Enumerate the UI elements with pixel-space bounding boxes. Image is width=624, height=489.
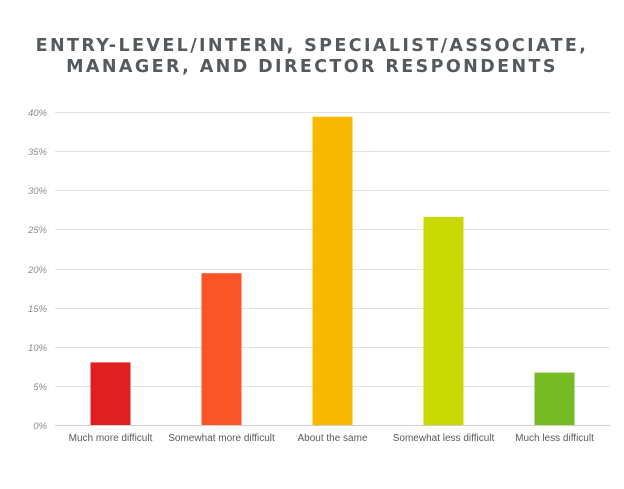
- y-tick-label: 10%: [28, 343, 48, 354]
- y-tick-label: 35%: [28, 147, 48, 158]
- bar: [312, 116, 353, 425]
- bar: [423, 216, 464, 425]
- bar: [90, 362, 131, 425]
- x-category-label: Much more difficult: [69, 433, 153, 444]
- y-tick-label: 30%: [28, 186, 48, 197]
- bar: [201, 273, 242, 425]
- y-tick-label: 25%: [27, 225, 48, 236]
- y-tick-label: 40%: [28, 108, 48, 119]
- y-tick-label: 15%: [28, 304, 48, 315]
- x-category-label: Somewhat more difficult: [168, 433, 275, 444]
- bar: [534, 372, 575, 425]
- x-category-label: About the same: [297, 433, 367, 444]
- y-tick-label: 5%: [33, 382, 47, 393]
- y-axis-ticks: 0% 5% 10% 15% 20% 25% 30% 35% 40%: [27, 108, 48, 432]
- x-axis-categories: Much more difficult Somewhat more difficu…: [69, 433, 594, 444]
- bars: [90, 116, 575, 425]
- x-category-label: Somewhat less difficult: [393, 433, 495, 444]
- y-tick-label: 20%: [27, 265, 48, 276]
- x-category-label: Much less difficult: [515, 433, 594, 444]
- y-tick-label: 0%: [33, 421, 47, 432]
- chart-title: ENTRY-LEVEL/INTERN, SPECIALIST/ASSOCIATE…: [35, 36, 589, 77]
